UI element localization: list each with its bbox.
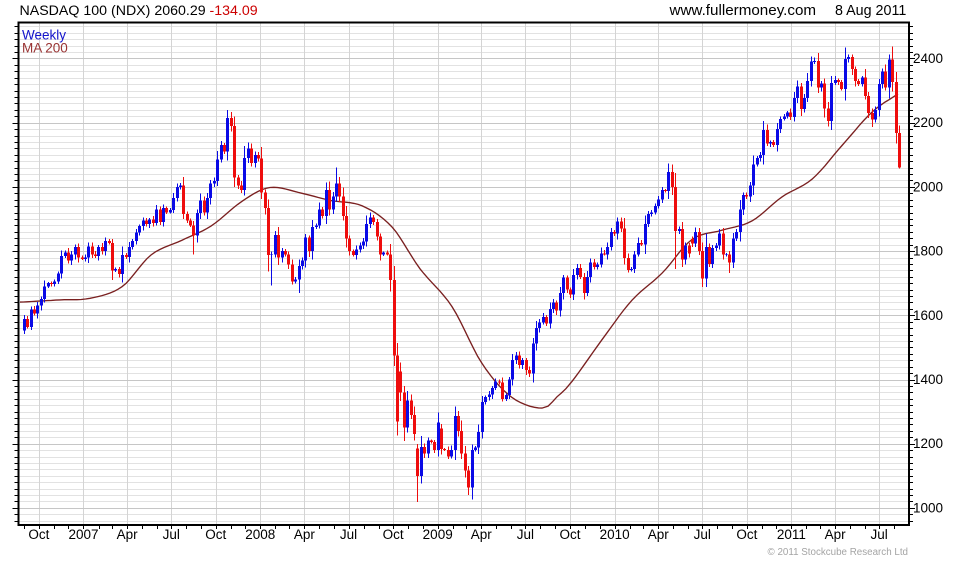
svg-text:1200: 1200 <box>913 436 943 451</box>
svg-text:Oct: Oct <box>736 527 757 542</box>
svg-text:1600: 1600 <box>913 308 943 323</box>
svg-text:1800: 1800 <box>913 244 943 259</box>
svg-text:8 Aug 2011: 8 Aug 2011 <box>835 3 906 19</box>
svg-text:Apr: Apr <box>294 527 316 542</box>
svg-text:2010: 2010 <box>600 527 630 542</box>
svg-text:Apr: Apr <box>471 527 493 542</box>
svg-text:Oct: Oct <box>383 527 404 542</box>
svg-text:2400: 2400 <box>913 51 943 66</box>
svg-text:2011: 2011 <box>777 527 806 542</box>
svg-text:2007: 2007 <box>68 527 98 542</box>
svg-text:Apr: Apr <box>117 527 139 542</box>
svg-text:Oct: Oct <box>28 527 49 542</box>
svg-text:© 2011 Stockcube Research Ltd: © 2011 Stockcube Research Ltd <box>768 547 908 558</box>
svg-text:NASDAQ 100 (NDX) 2060.29 -134.: NASDAQ 100 (NDX) 2060.29 -134.09 <box>20 3 258 19</box>
svg-text:Jul: Jul <box>694 527 711 542</box>
svg-text:Jul: Jul <box>870 527 887 542</box>
svg-text:Jul: Jul <box>163 527 180 542</box>
svg-text:Oct: Oct <box>205 527 226 542</box>
svg-text:Weekly: Weekly <box>22 28 66 43</box>
svg-text:MA 200: MA 200 <box>22 41 68 56</box>
svg-text:www.fullermoney.com: www.fullermoney.com <box>669 2 817 19</box>
svg-text:Apr: Apr <box>825 527 847 542</box>
svg-text:Jul: Jul <box>340 527 357 542</box>
svg-text:2000: 2000 <box>913 179 943 194</box>
svg-text:2200: 2200 <box>913 115 943 130</box>
svg-text:1000: 1000 <box>913 500 943 515</box>
svg-text:2009: 2009 <box>423 527 453 542</box>
svg-text:Apr: Apr <box>648 527 670 542</box>
svg-text:2008: 2008 <box>245 527 275 542</box>
svg-text:Oct: Oct <box>559 527 580 542</box>
svg-text:1400: 1400 <box>913 372 943 387</box>
svg-text:Jul: Jul <box>517 527 534 542</box>
